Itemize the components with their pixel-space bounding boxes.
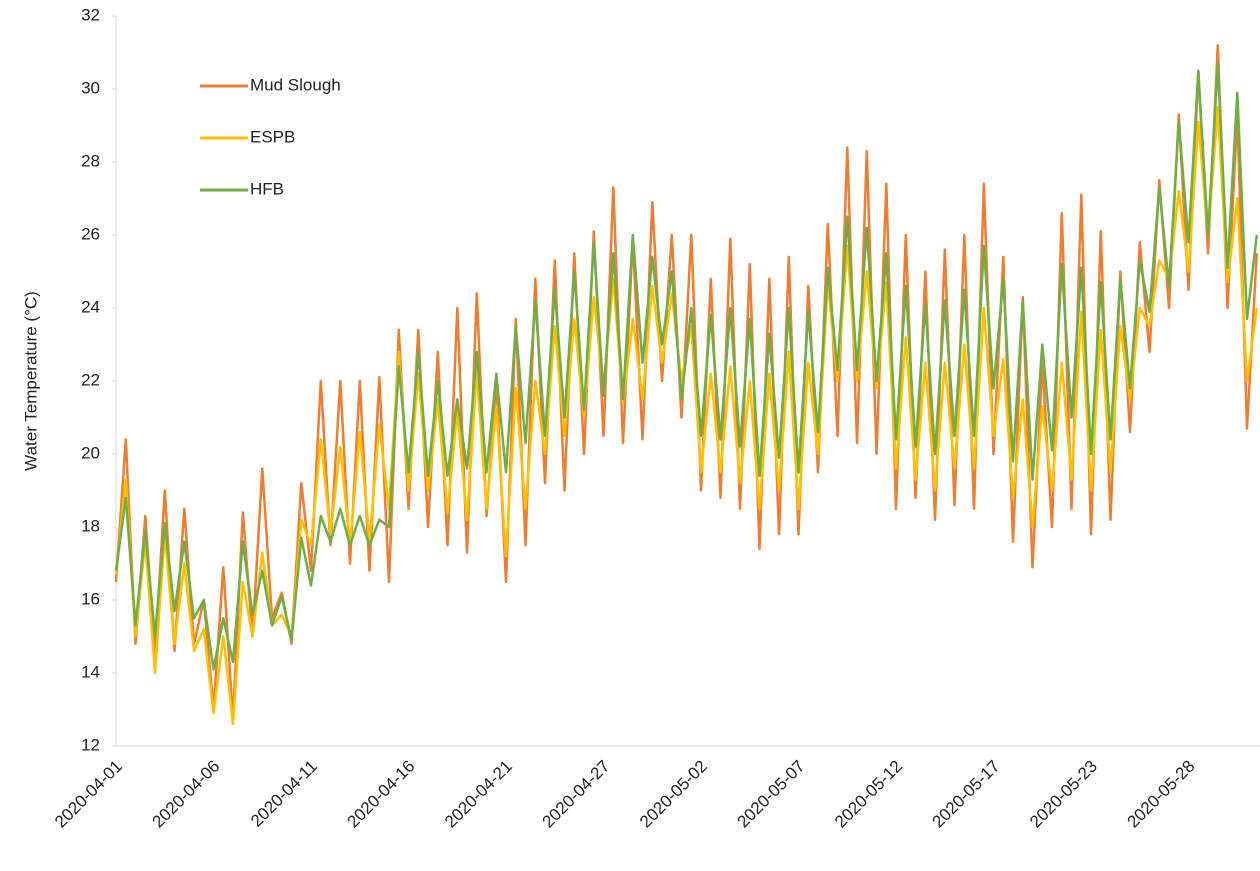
- x-tick-label: 2020-05-12: [831, 757, 906, 832]
- y-tick-label: 20: [81, 443, 100, 462]
- x-tick-label: 2020-05-28: [1124, 757, 1199, 832]
- x-tick-label: 2020-04-01: [51, 757, 126, 832]
- y-tick-label: 30: [81, 78, 100, 97]
- x-tick-label: 2020-04-16: [344, 757, 419, 832]
- y-tick-label: 22: [81, 370, 100, 389]
- x-tick-label: 2020-04-21: [441, 757, 516, 832]
- x-tick-label: 2020-04-27: [539, 757, 614, 832]
- x-tick-label: 2020-05-07: [734, 757, 809, 832]
- x-tick-label: 2020-05-02: [636, 757, 711, 832]
- y-tick-label: 18: [81, 516, 100, 535]
- series-line: [114, 43, 1259, 722]
- y-tick-label: 26: [81, 224, 100, 243]
- legend-label: Mud Slough: [250, 75, 341, 94]
- x-tick-label: 2020-04-06: [149, 757, 224, 832]
- y-tick-label: 28: [81, 151, 100, 170]
- series-line: [114, 62, 1259, 671]
- x-tick-label: 2020-04-11: [247, 757, 321, 831]
- y-tick-label: 16: [81, 589, 100, 608]
- y-tick-label: 14: [81, 662, 100, 681]
- x-tick-label: 2020-05-17: [929, 757, 1004, 832]
- x-tick-label: 2020-05-23: [1026, 757, 1101, 832]
- y-tick-label: 24: [81, 297, 100, 316]
- series-line: [114, 106, 1259, 726]
- y-tick-label: 12: [81, 735, 100, 754]
- legend-label: HFB: [250, 179, 284, 198]
- y-axis-title: Water Temperature (°C): [21, 291, 40, 471]
- y-tick-label: 32: [81, 5, 100, 24]
- legend-label: ESPB: [250, 127, 295, 146]
